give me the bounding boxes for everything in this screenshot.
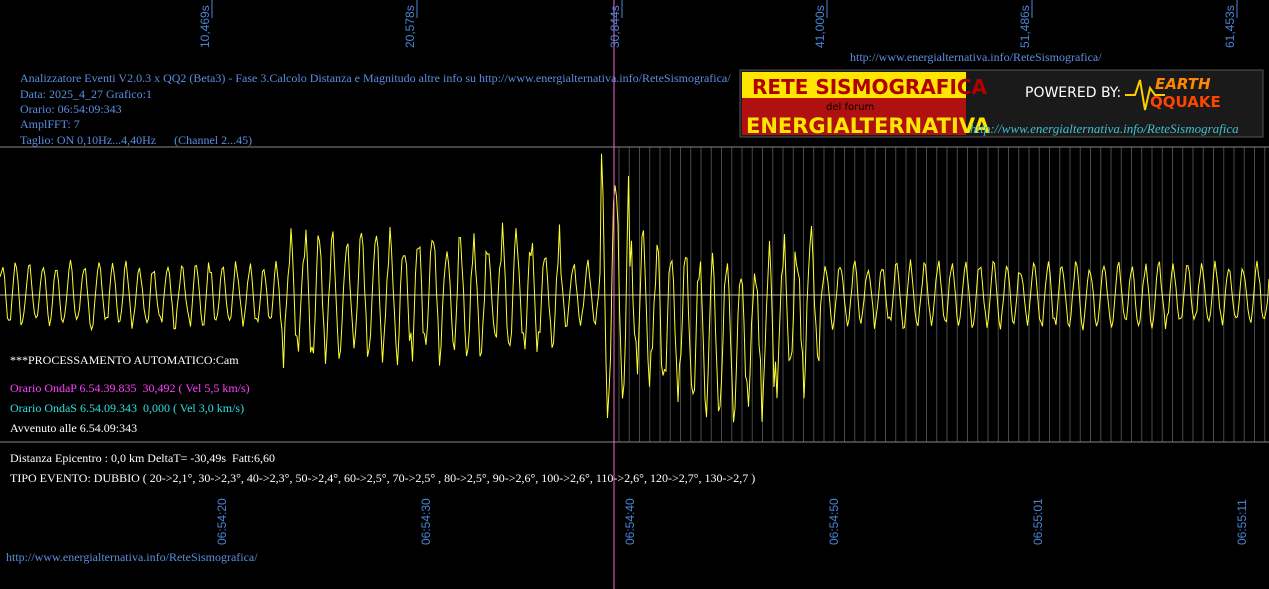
logo-band xyxy=(742,72,966,98)
logo: RETE SISMOGRAFICA del forum ENERGIALTERN… xyxy=(739,69,1264,138)
header-line: Taglio: ON 0,10Hz...4,40Hz (Channel 2...… xyxy=(20,133,252,147)
report-line: Distanza Epicentro : 0,0 km DeltaT= -30,… xyxy=(10,451,275,465)
report-line: ***PROCESSAMENTO AUTOMATICO:Cam xyxy=(10,353,239,367)
logo-title: RETE SISMOGRAFICA xyxy=(752,75,988,99)
bottom-tick-label: 06:55:11 xyxy=(1235,499,1249,545)
logo-quake: QQUAKE xyxy=(1150,93,1221,111)
header-line: Data: 2025_4_27 Grafico:1 xyxy=(20,87,152,101)
logo-band xyxy=(742,98,966,135)
bottom-tick-label: 06:54:40 xyxy=(623,498,637,545)
top-tick-label: 30,844s xyxy=(608,5,622,48)
logo-icon xyxy=(1125,79,1165,111)
top-url: http://www.energialternativa.info/ReteSi… xyxy=(850,50,1102,64)
header-line: AmplFFT: 7 xyxy=(20,117,80,131)
bottom-tick-label: 06:54:20 xyxy=(215,498,229,545)
logo-powered: POWERED BY: xyxy=(1025,85,1121,101)
logo-name: ENERGIALTERNATIVA xyxy=(746,114,991,138)
report-line: Avvenuto alle 6.54.09:343 xyxy=(10,421,137,435)
bottom-tick-label: 06:54:50 xyxy=(827,498,841,545)
header-line: Orario: 06:54:09:343 xyxy=(20,102,122,116)
footer-url: http://www.energialternativa.info/ReteSi… xyxy=(6,550,258,564)
report-line: Orario OndaS 6.54.09.343 0,000 ( Vel 3,0… xyxy=(10,401,244,415)
logo-url: http://www.energialternativa.info/ReteSi… xyxy=(970,121,1239,136)
logo-earth: EARTH xyxy=(1155,75,1211,93)
report-line: Orario OndaP 6.54.39.835 30,492 ( Vel 5,… xyxy=(10,381,250,395)
top-ticks: 10,469s 20,578s 30,844s 41,000s 51,486s 61,45… xyxy=(198,0,1238,48)
bottom-tick-label: 06:54:30 xyxy=(419,498,433,545)
waveform xyxy=(0,153,1269,423)
report-line: TIPO EVENTO: DUBBIO ( 20->2,1°, 30->2,3°… xyxy=(10,471,755,485)
header-line: Analizzatore Eventi V2.0.3 x QQ2 (Beta3)… xyxy=(20,71,731,85)
top-tick-label: 41,000s xyxy=(813,5,827,48)
bottom-ticks: 06:54:20 06:54:30 06:54:40 06:54:50 06:55:01… xyxy=(215,498,1249,545)
top-tick-label: 20,578s xyxy=(403,5,417,48)
logo-subtitle: del forum xyxy=(826,102,874,113)
top-tick-label: 51,486s xyxy=(1018,5,1032,48)
top-tick-label: 10,469s xyxy=(198,5,212,48)
top-tick-label: 61,453s xyxy=(1223,5,1237,48)
bottom-tick-label: 06:55:01 xyxy=(1031,498,1045,545)
